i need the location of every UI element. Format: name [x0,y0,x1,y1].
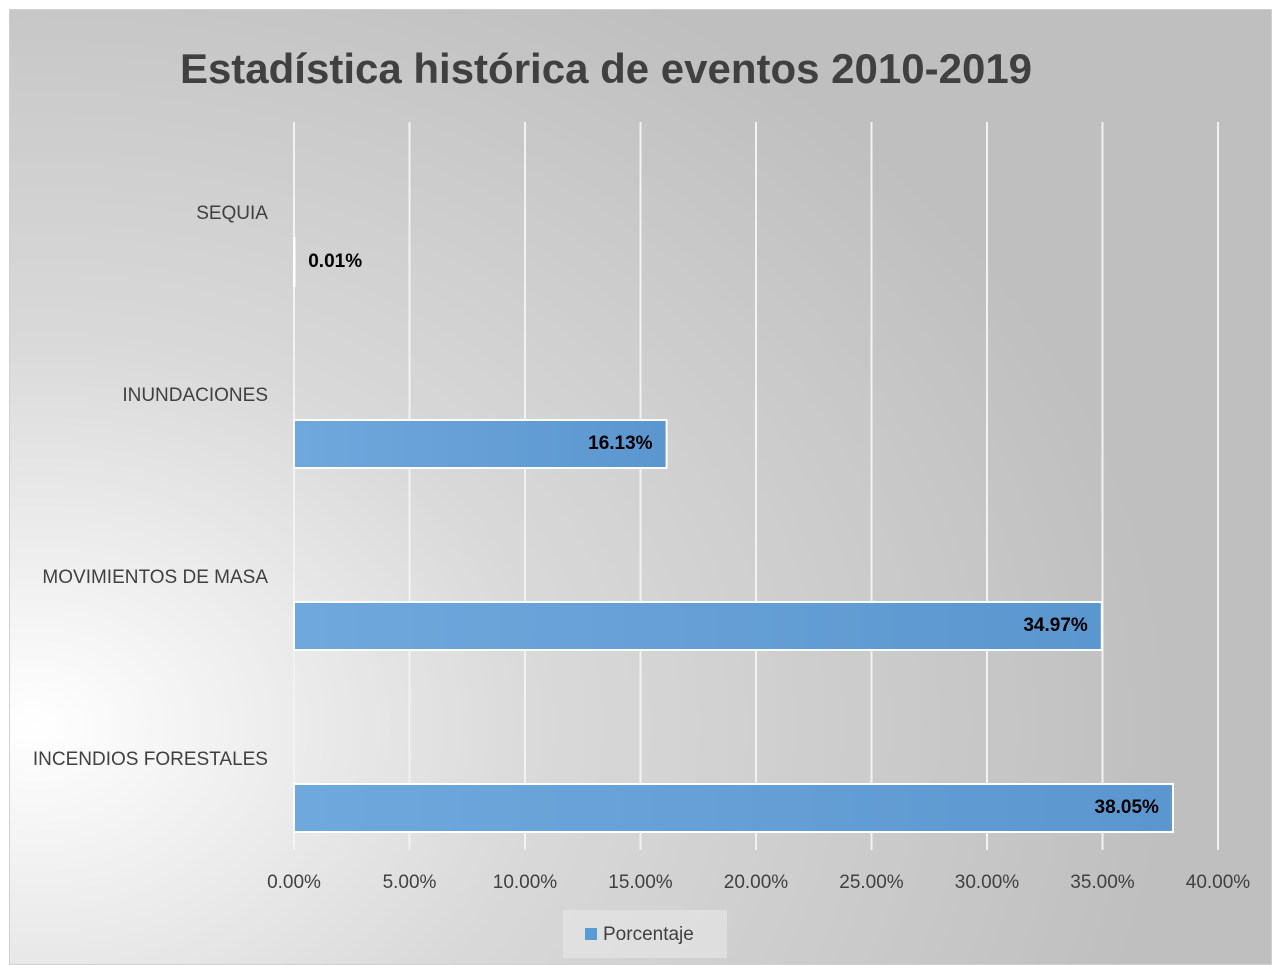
data-label: 16.13% [588,433,653,454]
x-tick-label: 15.00% [608,872,673,893]
x-tick-label: 35.00% [1070,872,1135,893]
bar [293,237,296,287]
y-tick-label: MOVIMIENTOS DE MASA [42,567,268,588]
x-tick-label: 5.00% [383,872,437,893]
data-label: 0.01% [308,251,362,272]
legend: Porcentaje [563,910,727,958]
chart-title: Estadística histórica de eventos 2010-20… [180,45,1032,92]
y-tick-label: INCENDIOS FORESTALES [33,749,268,770]
data-label: 34.97% [1023,615,1088,636]
x-tick-label: 20.00% [724,872,789,893]
y-tick-label: INUNDACIONES [122,385,268,406]
legend-label: Porcentaje [603,924,694,945]
x-tick-label: 25.00% [839,872,904,893]
x-tick-label: 30.00% [955,872,1020,893]
x-tick-label: 0.00% [267,872,321,893]
y-tick-label: SEQUIA [196,203,268,224]
x-tick-label: 40.00% [1186,872,1251,893]
data-label: 38.05% [1095,797,1160,818]
bar [293,419,668,469]
x-tick-label: 10.00% [493,872,558,893]
bar [293,783,1174,833]
bar [293,601,1103,651]
legend-swatch [585,928,597,940]
